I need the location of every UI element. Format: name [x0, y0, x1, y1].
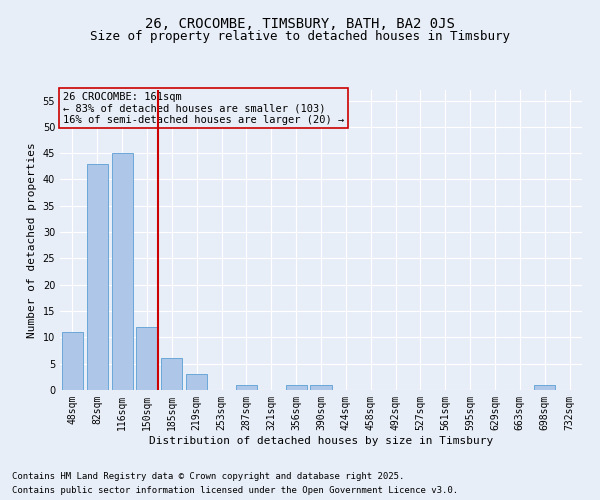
Bar [236, 384, 257, 390]
Text: Contains public sector information licensed under the Open Government Licence v3: Contains public sector information licen… [12, 486, 458, 495]
Text: 26, CROCOMBE, TIMSBURY, BATH, BA2 0JS: 26, CROCOMBE, TIMSBURY, BATH, BA2 0JS [145, 18, 455, 32]
Text: Contains HM Land Registry data © Crown copyright and database right 2025.: Contains HM Land Registry data © Crown c… [12, 472, 404, 481]
Bar [310, 384, 332, 390]
Bar [136, 327, 158, 390]
Text: Size of property relative to detached houses in Timsbury: Size of property relative to detached ho… [90, 30, 510, 43]
Bar [62, 332, 83, 390]
Bar [186, 374, 207, 390]
Bar [161, 358, 182, 390]
Bar [87, 164, 108, 390]
X-axis label: Distribution of detached houses by size in Timsbury: Distribution of detached houses by size … [149, 436, 493, 446]
Text: 26 CROCOMBE: 161sqm
← 83% of detached houses are smaller (103)
16% of semi-detac: 26 CROCOMBE: 161sqm ← 83% of detached ho… [62, 92, 344, 124]
Bar [534, 384, 555, 390]
Bar [286, 384, 307, 390]
Bar [112, 153, 133, 390]
Y-axis label: Number of detached properties: Number of detached properties [27, 142, 37, 338]
